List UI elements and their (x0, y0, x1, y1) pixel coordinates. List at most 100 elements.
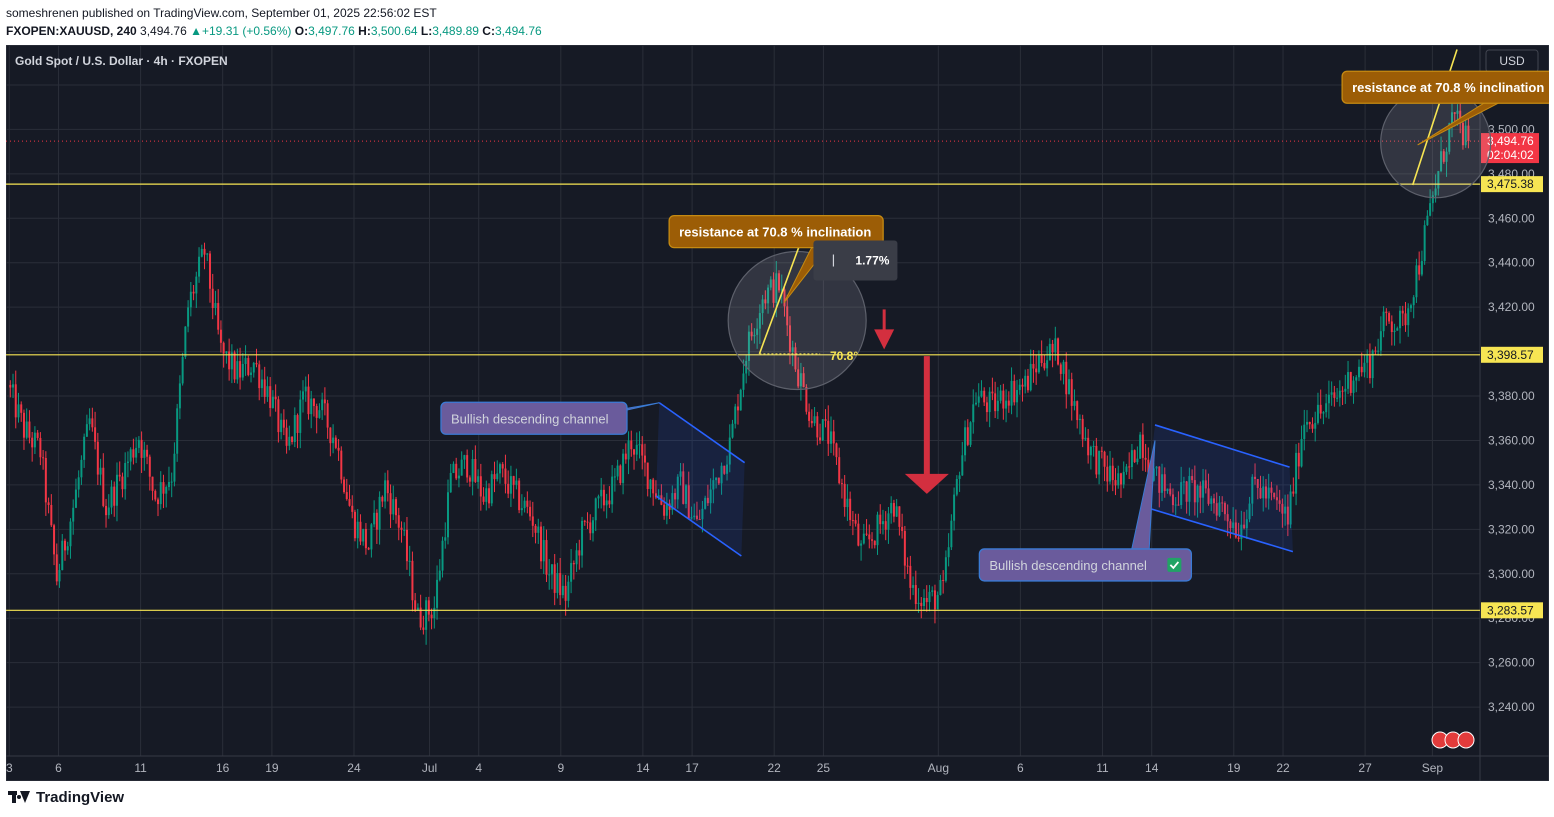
candle (534, 523, 537, 544)
candle (389, 484, 392, 528)
candle-body (1232, 522, 1235, 529)
candle (1171, 488, 1174, 513)
candle-body (44, 457, 47, 503)
candle-body (920, 602, 923, 607)
candle (280, 413, 283, 440)
candle (712, 468, 715, 504)
candle (217, 289, 220, 335)
candle (567, 575, 570, 608)
candle-body (608, 500, 611, 505)
candle-body (1333, 392, 1336, 398)
candle (890, 496, 893, 524)
candle-body (353, 511, 356, 539)
candle (788, 316, 791, 365)
candle-body (230, 352, 233, 370)
candle (553, 554, 556, 606)
candle (715, 477, 718, 489)
candle-body (1240, 524, 1243, 539)
candle (827, 405, 830, 456)
down-arrow-head (874, 329, 895, 350)
candle-body (441, 540, 444, 571)
candle-body (624, 453, 627, 460)
candle-body (468, 477, 471, 482)
candle-body (895, 506, 898, 517)
candle-body (285, 427, 288, 446)
candle (113, 481, 116, 517)
candle-body (1423, 225, 1426, 262)
candle (1390, 315, 1393, 346)
candle (512, 475, 515, 499)
candle (676, 474, 679, 509)
candle-body (312, 398, 315, 407)
candle-body (94, 427, 97, 442)
candle (438, 559, 441, 582)
candle (1212, 493, 1215, 514)
candle (96, 432, 99, 486)
candle (583, 519, 586, 526)
candle-body (1377, 350, 1380, 352)
price-chart[interactable]: 3,240.003,260.003,280.003,300.003,320.00… (6, 45, 1549, 781)
candle-body (1229, 521, 1232, 529)
x-tick-label: 14 (1145, 761, 1159, 775)
candle-body (747, 331, 750, 361)
candle (356, 508, 359, 549)
candle-body (824, 419, 827, 421)
candle (490, 470, 493, 507)
candle (988, 387, 991, 428)
candle-body (600, 489, 603, 497)
candle-body (1270, 487, 1273, 493)
x-tick-label: 19 (1227, 761, 1241, 775)
candle (840, 478, 843, 499)
candle (701, 500, 704, 533)
candle (293, 407, 296, 448)
callout-box (668, 214, 884, 249)
candle-body (622, 453, 625, 484)
candle (972, 389, 975, 434)
candle (520, 494, 523, 516)
candle-body (972, 404, 975, 423)
candle-body (715, 477, 718, 481)
candle (1254, 463, 1257, 485)
candle (198, 247, 201, 283)
candle-body (1412, 297, 1415, 306)
candle (25, 408, 28, 440)
candle (652, 477, 655, 506)
callout-label: Bullish descending channel (451, 411, 609, 426)
candle (124, 452, 127, 500)
candle (315, 403, 318, 434)
candle (1193, 465, 1196, 516)
candle-body (1467, 125, 1470, 142)
candle (364, 523, 367, 555)
candle-body (682, 471, 685, 504)
candle (260, 369, 263, 397)
candle-body (1081, 418, 1084, 440)
candle-body (208, 253, 211, 289)
candle (1043, 354, 1046, 371)
candle-body (1026, 375, 1029, 391)
candle (1267, 473, 1270, 510)
candle (250, 367, 253, 383)
candle (88, 408, 91, 431)
candle (953, 487, 956, 531)
candle (1133, 449, 1136, 463)
candle (414, 593, 417, 612)
candle-body (1204, 480, 1207, 489)
y-tick-label: 3,340.00 (1488, 478, 1535, 492)
candle (348, 484, 351, 507)
measure-box (813, 240, 898, 281)
candle (955, 475, 958, 497)
candle (1180, 466, 1183, 509)
candle-body (799, 373, 802, 387)
candle (501, 462, 504, 478)
candle (39, 432, 42, 466)
candle-body (151, 476, 154, 491)
candle (767, 284, 770, 314)
candle (1026, 368, 1029, 393)
candle-body (542, 540, 545, 562)
candle (747, 325, 750, 376)
candle-body (239, 361, 242, 378)
candle (1098, 450, 1101, 485)
candle-body (457, 475, 460, 479)
candle-body (583, 520, 586, 522)
candle (939, 574, 942, 596)
